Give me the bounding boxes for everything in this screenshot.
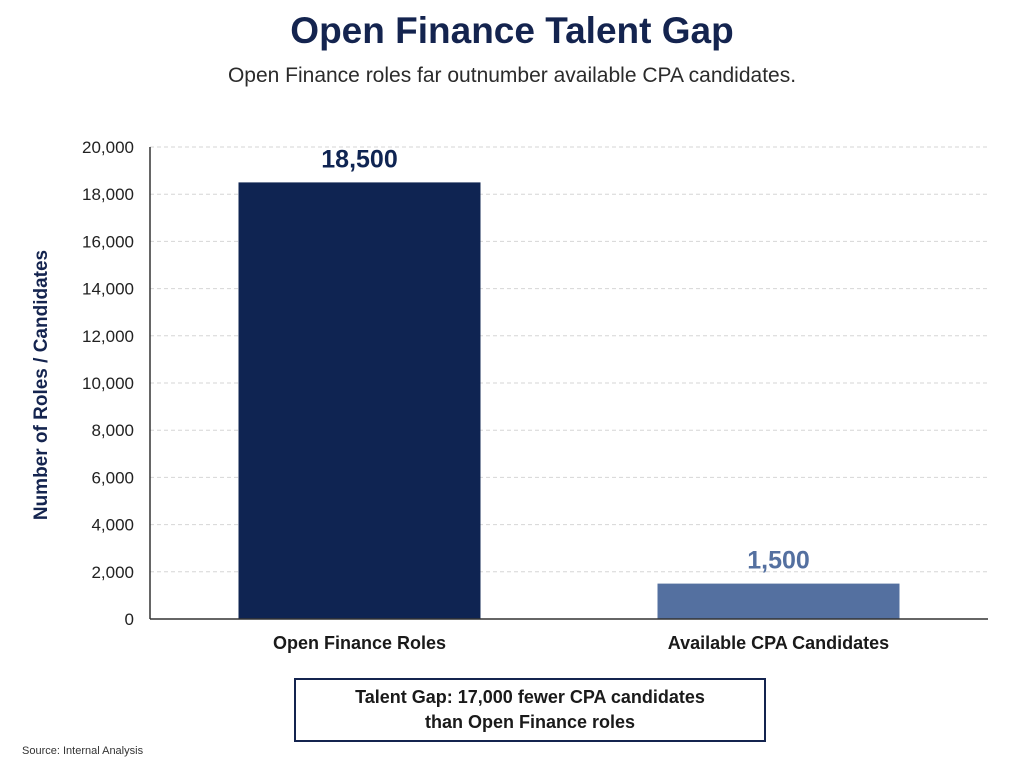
chart-title: Open Finance Talent Gap [290,10,734,51]
y-tick-label: 6,000 [91,468,134,487]
bar-chart: 0 2,000 4,000 6,000 8,000 10,000 12,000 14,000 1… [31,138,988,653]
y-axis-label: Number of Roles / Candidates [31,250,52,520]
bar-value-labels: 18,500 1,500 [321,145,810,574]
x-tick-labels: Open Finance Roles Available CPA Candidat… [273,633,889,653]
bars [238,182,900,619]
talent-gap-annotation: Talent Gap: 17,000 fewer CPA candidates … [294,678,766,742]
annotation-line-2: than Open Finance roles [424,712,636,732]
x-tick-label: Available CPA Candidates [668,633,889,653]
y-tick-label: 4,000 [91,516,134,535]
y-tick-label: 14,000 [82,280,134,299]
y-tick-label: 8,000 [91,421,134,440]
x-tick-label: Open Finance Roles [273,633,446,653]
y-tick-label: 0 [125,610,134,629]
bar [657,583,900,619]
y-tick-label: 16,000 [82,232,134,251]
bar-value-label: 1,500 [747,547,810,575]
y-tick-label: 10,000 [82,374,134,393]
y-tick-label: 12,000 [82,327,134,346]
y-tick-label: 2,000 [91,563,134,582]
chart-subtitle: Open Finance roles far outnumber availab… [227,64,797,87]
source-note: Source: Internal Analysis [22,745,144,757]
y-tick-label: 20,000 [82,138,134,157]
annotation-line-1: Talent Gap: 17,000 fewer CPA candidates [355,687,705,707]
y-tick-label: 18,000 [82,185,134,204]
y-tick-labels: 0 2,000 4,000 6,000 8,000 10,000 12,000 14,000 1… [82,138,134,629]
bar [238,182,481,619]
bar-value-label: 18,500 [321,145,397,173]
